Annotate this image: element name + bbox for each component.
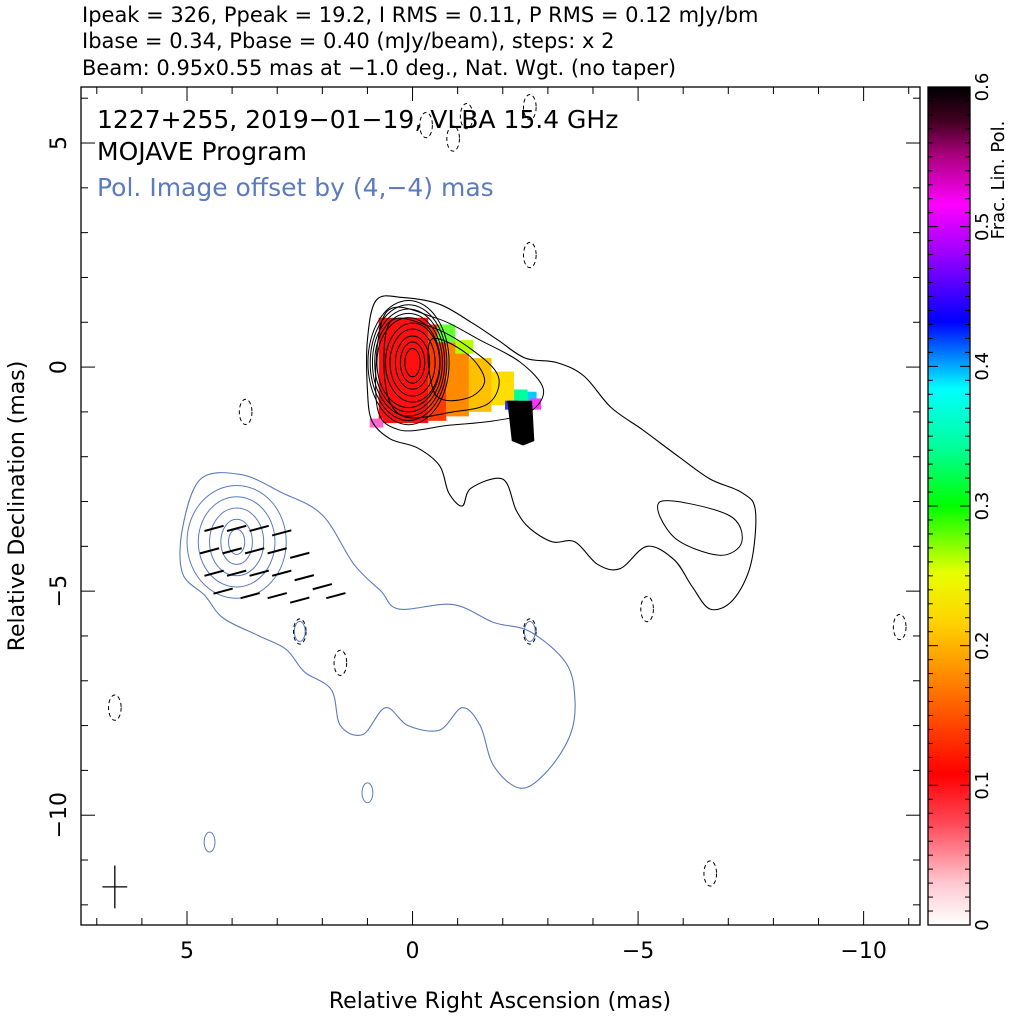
evpa-vector xyxy=(326,592,346,600)
intensity-contours xyxy=(108,94,907,887)
evpa-vector xyxy=(267,547,288,555)
y-tick-label: −10 xyxy=(47,792,72,838)
y-tick-label: −5 xyxy=(47,575,72,607)
evpa-vector xyxy=(271,529,292,537)
intensity-contour-level xyxy=(367,299,450,426)
chart-subtitle: MOJAVE Program xyxy=(97,137,307,166)
fracpol-pixel-block xyxy=(455,340,474,354)
isolated-contour xyxy=(238,398,253,426)
pol-contour-level xyxy=(197,496,276,588)
intensity-jet-contour xyxy=(427,338,486,402)
chart-title: 1227+255, 2019−01−19, VLBA 15.4 GHz xyxy=(97,105,618,134)
pol-outer-contour xyxy=(179,472,576,789)
header-line-3: Beam: 0.95x0.55 mas at −1.0 deg., Nat. W… xyxy=(82,56,676,80)
colorbar-tick-label: 0.1 xyxy=(972,771,993,800)
evpa-vector xyxy=(244,547,265,555)
intensity-contour-level xyxy=(404,347,421,378)
pol-contour-level xyxy=(209,507,265,577)
header-line-1: Ipeak = 326, Ppeak = 19.2, I RMS = 0.11,… xyxy=(82,3,759,27)
x-axis-label: Relative Right Ascension (mas) xyxy=(329,989,671,1014)
evpa-vector xyxy=(271,569,292,577)
isolated-contour xyxy=(292,618,307,645)
intensity-contour-level xyxy=(376,317,441,409)
pol-contour-level xyxy=(220,518,253,565)
colorbar-tick-label: 0 xyxy=(972,919,993,930)
evpa-vector xyxy=(222,547,242,555)
evpa-vector xyxy=(294,574,315,582)
fracpol-peak-black xyxy=(507,400,535,446)
plot-frame xyxy=(80,86,921,926)
intensity-contour-level xyxy=(399,341,426,384)
evpa-vector xyxy=(213,587,233,595)
intensity-jet-contour xyxy=(383,317,500,419)
isolated-contour xyxy=(333,649,348,676)
pol-isolated-contour xyxy=(293,621,306,642)
isolated-contour xyxy=(892,613,907,641)
evpa-vector xyxy=(240,592,260,600)
fracpol-pixel-block xyxy=(527,391,537,401)
y-axis-label: Relative Declination (mas) xyxy=(5,361,30,652)
intensity-contour-level xyxy=(374,312,443,413)
intensity-contour-level xyxy=(394,335,431,390)
colorbar-tick-label: 0.5 xyxy=(972,212,993,241)
x-tick-label: 5 xyxy=(180,939,194,964)
isolated-contour xyxy=(523,618,537,645)
intensity-contour-level xyxy=(369,304,448,421)
pol-contour-level xyxy=(186,484,287,599)
colorbar-tick-label: 0.6 xyxy=(972,73,993,102)
pol-isolated-contour xyxy=(361,782,374,804)
isolated-contour xyxy=(640,595,654,623)
evpa-vector xyxy=(267,592,288,600)
fracpol-pixel-block xyxy=(491,371,515,406)
evpa-vector xyxy=(204,569,224,577)
evpa-vector xyxy=(249,524,270,532)
pol-intensity-contours xyxy=(179,472,576,853)
colorbar-tick-label: 0.4 xyxy=(972,352,993,381)
evpa-vector xyxy=(312,583,333,591)
isolated-contour xyxy=(703,860,718,887)
isolated-contour xyxy=(523,94,537,121)
y-tick-label: 5 xyxy=(47,136,72,150)
isolated-contour xyxy=(459,102,474,130)
intensity-contour-level xyxy=(389,328,436,397)
evpa-vector xyxy=(249,569,270,577)
evpa-vector xyxy=(204,524,224,532)
pol-isolated-contour xyxy=(523,621,536,642)
intensity-jet-contour xyxy=(375,306,545,432)
plot-content xyxy=(102,94,907,909)
isolated-contour xyxy=(108,694,122,721)
y-tick-label: 0 xyxy=(47,360,72,374)
colorbar-tick-label: 0.2 xyxy=(972,631,993,660)
x-tick-label: −5 xyxy=(622,939,654,964)
evpa-vector xyxy=(199,547,220,555)
fracpol-pixel-block xyxy=(514,389,528,401)
isolated-contour xyxy=(523,241,537,269)
evpa-vector xyxy=(289,596,310,604)
colorbar-label: Frac. Lin. Pol. xyxy=(988,121,1009,240)
colorbar-ticks: 0 0.1 0.2 0.3 0.4 0.5 0.6 xyxy=(928,73,993,931)
pol-isolated-contour xyxy=(203,831,216,853)
fracpol-color-region xyxy=(369,317,542,446)
x-tick-label: −10 xyxy=(840,939,886,964)
colorbar-tick-label: 0.3 xyxy=(972,492,993,521)
axis-ticks: 5 0 −5 −10 5 0 −5 −10 xyxy=(47,87,920,964)
intensity-outer-contour xyxy=(366,295,757,611)
fracpol-pixel-block xyxy=(446,342,469,417)
header-line-2: Ibase = 0.34, Pbase = 0.40 (mJy/beam), s… xyxy=(82,29,614,53)
evpa-vector xyxy=(226,524,247,532)
fracpol-pixel-block xyxy=(529,398,542,410)
x-tick-label: 0 xyxy=(406,939,420,964)
intensity-contour-level xyxy=(384,322,441,403)
isolated-contour xyxy=(446,125,460,152)
isolated-contour xyxy=(419,111,433,139)
pol-offset-note: Pol. Image offset by (4,−4) mas xyxy=(97,173,494,202)
fracpol-pixel-block xyxy=(369,418,384,428)
evpa-vector xyxy=(226,569,247,577)
intensity-jet-contour xyxy=(657,500,743,556)
fracpol-pixel-block xyxy=(468,358,492,412)
evpa-vector xyxy=(289,551,310,559)
evpa-vectors xyxy=(199,524,346,604)
